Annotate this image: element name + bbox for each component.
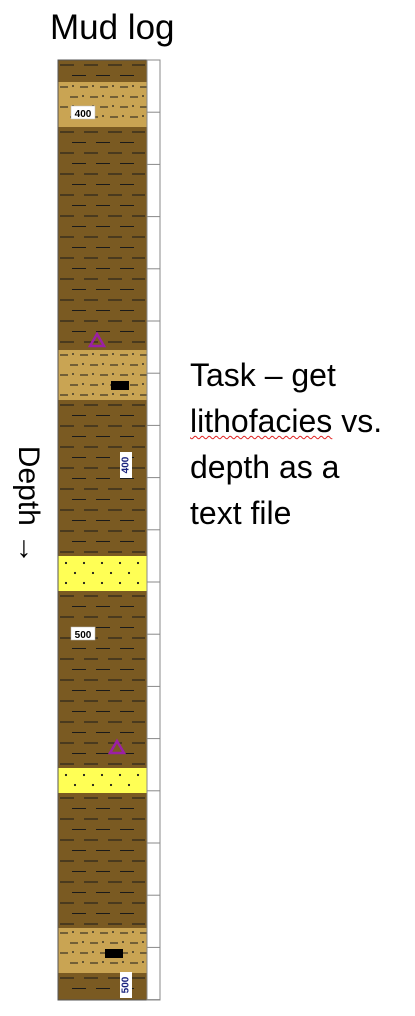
task-line-4: text file	[190, 495, 292, 531]
sand-dot	[102, 383, 104, 385]
sand-dot	[132, 105, 134, 107]
lithology-interval-shale	[58, 127, 147, 350]
sand-dot	[132, 951, 134, 953]
task-line-1: Task – get	[190, 357, 336, 393]
sand-dot	[82, 363, 84, 365]
task-word-vs: vs.	[332, 403, 383, 439]
sand-dot	[91, 571, 95, 575]
lithology-interval-sand	[58, 556, 147, 591]
sand-dot	[118, 581, 122, 585]
lithology-interval-silty_sand	[58, 82, 147, 127]
sand-dot	[72, 85, 74, 87]
cuttings-chip-symbol	[105, 949, 123, 958]
sand-dot	[132, 353, 134, 355]
sand-dot	[72, 353, 74, 355]
sand-dot	[118, 561, 122, 565]
sand-dot	[102, 941, 104, 943]
sand-dot	[92, 373, 94, 375]
sand-dot	[91, 783, 95, 787]
cuttings-chip-symbol	[111, 381, 129, 390]
task-word-lithofacies: lithofacies	[190, 403, 333, 439]
depth-label-box	[70, 105, 96, 120]
sand-dot	[142, 941, 144, 943]
sand-dot	[92, 393, 94, 395]
sand-dot	[82, 941, 84, 943]
sand-dot	[109, 783, 113, 787]
sand-dot	[64, 581, 68, 585]
sand-dot	[92, 951, 94, 953]
sand-dot	[72, 951, 74, 953]
depth-label-box-rotated	[120, 452, 132, 478]
lithology-interval-sand	[58, 768, 147, 793]
sand-dot	[127, 571, 131, 575]
sand-dot	[122, 941, 124, 943]
depth-label-box-rotated	[120, 972, 132, 998]
sand-dot	[73, 783, 77, 787]
sand-dot	[92, 353, 94, 355]
sand-dot	[102, 961, 104, 963]
sand-dot	[122, 95, 124, 97]
task-line-2: lithofacies vs.	[190, 398, 382, 444]
sand-dot	[118, 773, 122, 777]
sand-dot	[112, 353, 114, 355]
sand-dot	[112, 105, 114, 107]
sand-dot	[100, 773, 104, 777]
sand-dot	[92, 85, 94, 87]
sand-dot	[82, 773, 86, 777]
lithology-interval-silty_sand	[58, 928, 147, 973]
task-line-3: depth as a	[190, 449, 340, 485]
sand-dot	[142, 363, 144, 365]
sand-dot	[82, 581, 86, 585]
chart-title: Mud log	[50, 8, 175, 47]
sand-dot	[142, 383, 144, 385]
fossil-symbol	[107, 738, 127, 755]
lithology-interval-shale	[58, 60, 147, 82]
sand-dot	[102, 363, 104, 365]
sand-dot	[122, 115, 124, 117]
sand-dot	[64, 773, 68, 777]
sand-dot	[82, 95, 84, 97]
sand-dot	[72, 373, 74, 375]
sand-dot	[112, 373, 114, 375]
sand-dot	[132, 931, 134, 933]
sand-dot	[112, 393, 114, 395]
sand-dot	[82, 561, 86, 565]
depth-label-box	[70, 626, 96, 641]
sand-dot	[109, 571, 113, 575]
sand-dot	[142, 95, 144, 97]
sand-dot	[142, 115, 144, 117]
sand-dot	[73, 571, 77, 575]
sand-dot	[72, 931, 74, 933]
sand-dot	[136, 561, 140, 565]
sand-dot	[112, 85, 114, 87]
sand-dot	[122, 363, 124, 365]
lithology-interval-shale	[58, 973, 147, 1000]
sand-dot	[64, 561, 68, 565]
depth-label-text: 500	[75, 630, 92, 641]
depth-label-text: 400	[75, 109, 92, 120]
sand-dot	[82, 961, 84, 963]
sand-dot	[100, 561, 104, 565]
sand-dot	[72, 393, 74, 395]
sand-dot	[136, 773, 140, 777]
sand-dot	[102, 95, 104, 97]
task-description: Task – get lithofacies vs. depth as a te…	[190, 352, 382, 536]
sand-dot	[142, 961, 144, 963]
sand-dot	[127, 783, 131, 787]
depth-label-text-rotated: 400	[121, 456, 132, 473]
sand-dot	[132, 85, 134, 87]
sand-dot	[132, 373, 134, 375]
sand-dot	[132, 393, 134, 395]
fossil-symbol	[87, 331, 107, 348]
sand-dot	[112, 931, 114, 933]
depth-label-text-rotated: 500	[121, 976, 132, 993]
sand-dot	[82, 383, 84, 385]
sand-dot	[102, 115, 104, 117]
sand-dot	[122, 961, 124, 963]
sand-dot	[136, 581, 140, 585]
sand-dot	[92, 931, 94, 933]
sand-dot	[100, 581, 104, 585]
